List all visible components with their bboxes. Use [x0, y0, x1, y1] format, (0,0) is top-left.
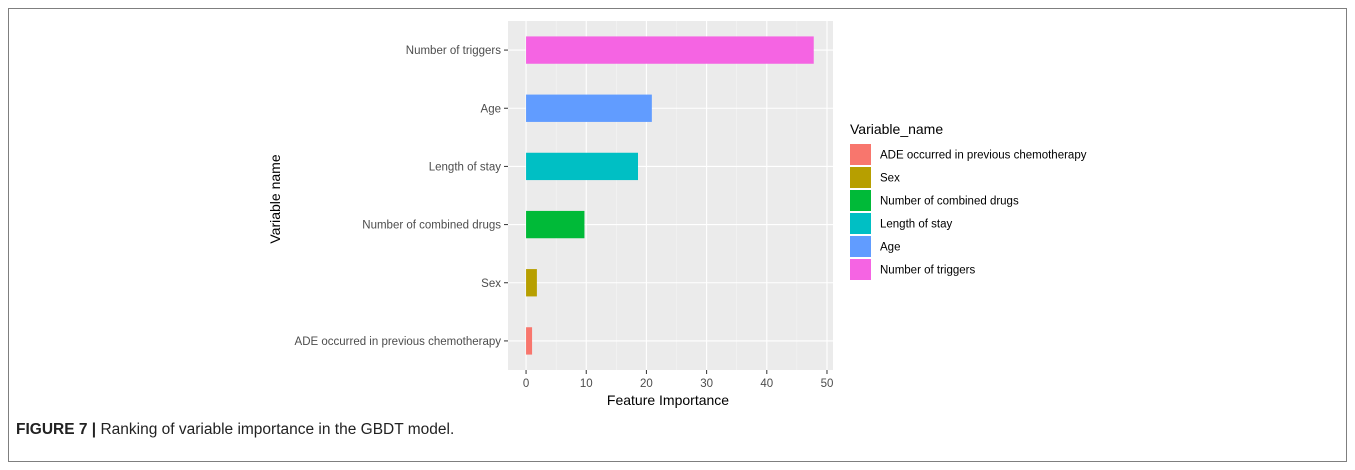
x-tick-label: 10 [580, 378, 593, 390]
legend-key [850, 167, 871, 188]
y-tick-label: Number of combined drugs [362, 220, 501, 232]
y-axis-label: Variable name [267, 154, 283, 243]
bars [526, 36, 814, 355]
legend-label: ADE occurred in previous chemotherapy [880, 150, 1087, 162]
legend-label: Age [880, 242, 900, 254]
legend-key [850, 236, 871, 257]
x-tick-label: 0 [523, 378, 529, 390]
legend-label: Number of triggers [880, 265, 975, 277]
y-tick-label: Number of triggers [406, 45, 501, 57]
bar [526, 36, 814, 64]
legend-label: Sex [880, 173, 900, 185]
caption-label: FIGURE 7 | [16, 421, 97, 438]
x-tick-label: 40 [760, 378, 773, 390]
y-tick-label: Age [481, 103, 501, 115]
legend: Variable_name ADE occurred in previous c… [850, 121, 1087, 280]
x-axis-label: Feature Importance [607, 392, 729, 408]
figure-caption: FIGURE 7 | Ranking of variable importanc… [16, 421, 454, 439]
x-tick-label: 50 [821, 378, 834, 390]
legend-label: Length of stay [880, 219, 952, 231]
legend-title: Variable_name [850, 121, 943, 137]
legend-key [850, 213, 871, 234]
bar [526, 269, 537, 297]
bar [526, 152, 638, 181]
y-tick-label: ADE occurred in previous chemotherapy [295, 336, 502, 348]
x-tick-label: 20 [640, 378, 653, 390]
bar [526, 94, 652, 122]
y-axis-ticks: ADE occurred in previous chemotherapy Sex… [295, 45, 508, 348]
x-tick-label: 30 [700, 378, 713, 390]
legend-key [850, 259, 871, 280]
caption-text: Ranking of variable importance in the GB… [96, 421, 455, 438]
bar [526, 210, 585, 239]
y-tick-label: Length of stay [429, 161, 501, 173]
plot-panel [508, 21, 833, 370]
legend-key [850, 144, 871, 165]
legend-label: Number of combined drugs [880, 196, 1019, 208]
bar [526, 327, 533, 355]
legend-key [850, 190, 871, 211]
y-tick-label: Sex [481, 278, 501, 290]
x-axis-ticks: 0 10 20 30 40 50 [523, 370, 834, 390]
